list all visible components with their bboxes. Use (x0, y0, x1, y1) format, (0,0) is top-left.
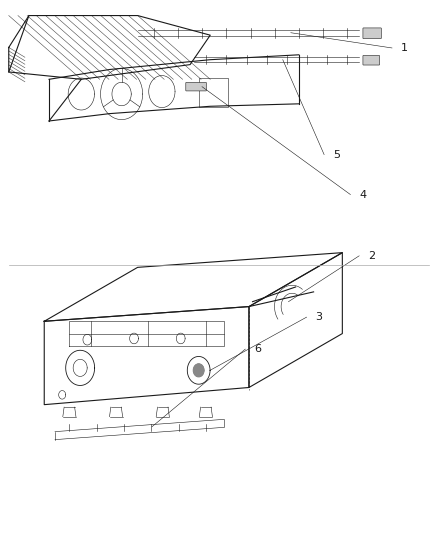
Text: 4: 4 (359, 190, 366, 199)
Bar (199, 78, 228, 107)
Text: 1: 1 (401, 43, 408, 53)
FancyBboxPatch shape (363, 28, 381, 38)
Circle shape (194, 364, 204, 377)
FancyBboxPatch shape (186, 83, 206, 91)
Text: 5: 5 (333, 150, 340, 159)
Text: 2: 2 (368, 251, 375, 261)
FancyBboxPatch shape (363, 55, 380, 65)
Text: 6: 6 (254, 344, 261, 354)
Text: 3: 3 (315, 312, 322, 322)
